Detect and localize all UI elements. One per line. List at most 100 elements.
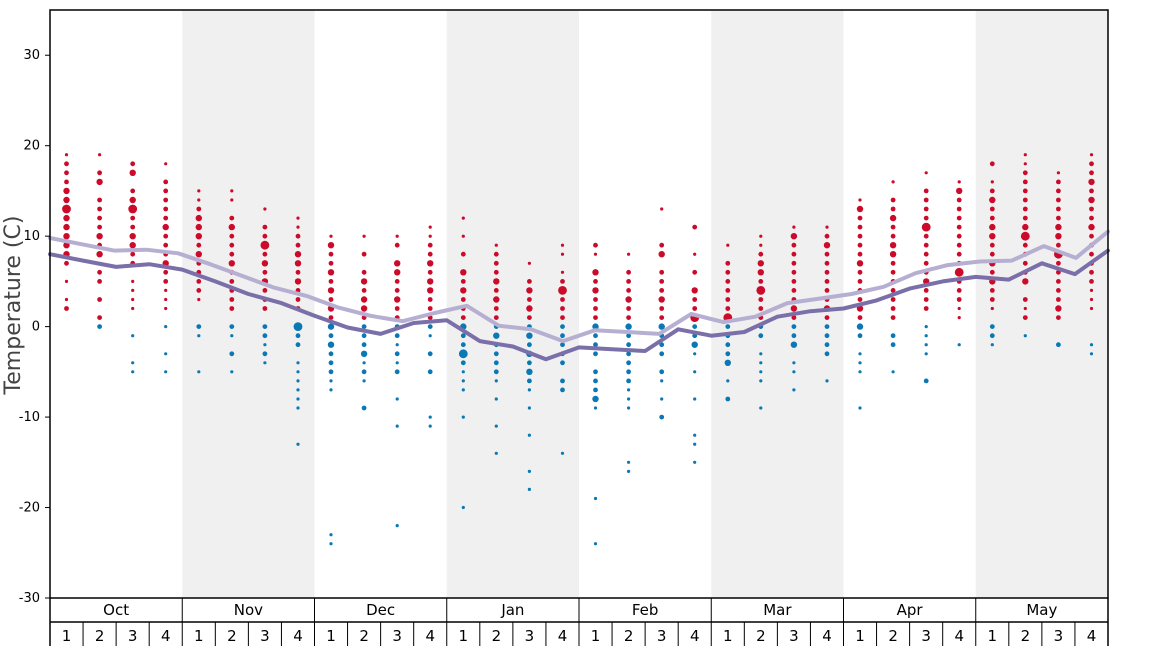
temperature-point [527, 360, 532, 366]
temperature-point [328, 360, 334, 366]
temperature-point [63, 223, 70, 231]
week-label: 1 [723, 627, 733, 645]
temperature-point [296, 225, 300, 229]
temperature-point [294, 260, 302, 267]
y-tick-label: 10 [23, 229, 40, 244]
temperature-point [858, 370, 862, 374]
temperature-point [361, 369, 367, 375]
week-label: 3 [128, 627, 138, 645]
week-label: 4 [690, 627, 700, 645]
temperature-point [825, 225, 829, 229]
temperature-point [956, 224, 962, 230]
temperature-point [328, 297, 334, 302]
temperature-point [361, 269, 367, 275]
temperature-point [989, 161, 995, 167]
temperature-point [890, 342, 896, 348]
temperature-point [295, 269, 301, 275]
temperature-point [494, 243, 498, 247]
temperature-point [460, 297, 466, 302]
temperature-point [924, 325, 928, 329]
temperature-point [230, 370, 234, 374]
temperature-point [924, 171, 928, 175]
temperature-point [725, 288, 731, 293]
temperature-point [493, 369, 499, 375]
temperature-point [924, 343, 928, 347]
temperature-point [757, 269, 764, 276]
temperature-point [361, 333, 367, 339]
temperature-point [63, 187, 70, 195]
temperature-point [990, 180, 994, 184]
temperature-point [427, 269, 433, 275]
temperature-point [263, 207, 267, 211]
temperature-point [626, 360, 631, 366]
temperature-point [658, 251, 665, 258]
temperature-point [1022, 278, 1029, 285]
temperature-point [131, 370, 135, 374]
temperature-point [98, 153, 102, 157]
week-label: 2 [95, 627, 105, 645]
temperature-point [96, 178, 103, 186]
temperature-point [427, 287, 434, 294]
temperature-point [726, 243, 730, 247]
temperature-point [1022, 188, 1028, 194]
temperature-point [329, 234, 333, 238]
temperature-point [63, 242, 70, 249]
temperature-point [593, 406, 598, 410]
temperature-point [758, 306, 764, 311]
temperature-point [395, 343, 399, 347]
temperature-point [196, 324, 202, 329]
week-label: 4 [558, 627, 568, 645]
temperature-point [494, 424, 498, 428]
temperature-point [857, 224, 863, 230]
temperature-point [626, 315, 631, 320]
temperature-point [891, 370, 895, 374]
month-band [975, 10, 1108, 598]
temperature-point [857, 297, 863, 302]
temperature-point [394, 351, 400, 357]
temperature-point [262, 251, 268, 257]
temperature-point [263, 361, 267, 365]
temperature-point [856, 260, 864, 267]
temperature-point [296, 406, 300, 410]
temperature-point [196, 242, 202, 248]
temperature-point [990, 343, 994, 347]
temperature-point [229, 306, 235, 311]
week-label: 4 [1087, 627, 1097, 645]
month-label: Nov [234, 601, 263, 619]
month-label: Oct [103, 601, 129, 619]
temperature-point [460, 279, 466, 284]
temperature-point [427, 297, 433, 302]
temperature-point [262, 333, 268, 339]
temperature-point [461, 379, 465, 383]
temperature-point [361, 324, 367, 329]
temperature-point [329, 388, 333, 392]
temperature-point [296, 388, 300, 392]
temperature-point [593, 342, 598, 348]
temperature-point [262, 351, 268, 357]
temperature-point [164, 352, 168, 356]
temperature-point [97, 224, 102, 230]
temperature-point [1055, 233, 1062, 240]
temperature-point [790, 341, 798, 348]
temperature-point [890, 224, 896, 230]
temperature-point [725, 297, 731, 302]
temperature-point [593, 306, 598, 311]
temperature-point [394, 288, 400, 293]
temperature-point [924, 334, 928, 338]
temperature-point [296, 397, 300, 401]
temperature-point [593, 378, 598, 384]
y-tick-label: -30 [19, 591, 40, 606]
temperature-point [857, 233, 863, 239]
temperature-point [129, 233, 136, 240]
temperature-point [197, 189, 201, 193]
temperature-point [362, 234, 366, 238]
temperature-point [527, 433, 532, 437]
temperature-point [327, 287, 335, 294]
temperature-point [428, 225, 432, 229]
week-label: 2 [1021, 627, 1031, 645]
temperature-point [659, 414, 665, 420]
month-bands [182, 10, 1108, 598]
temperature-point [923, 378, 929, 384]
temperature-point [527, 342, 532, 348]
week-label: 3 [392, 627, 402, 645]
